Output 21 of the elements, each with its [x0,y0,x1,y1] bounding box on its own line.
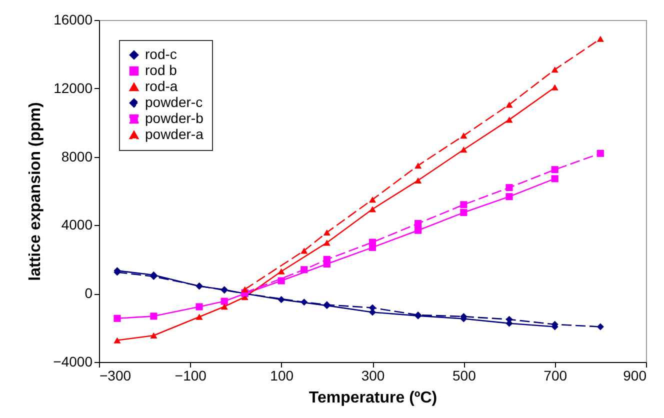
x-tick-label: 300 [361,368,385,384]
legend-label: rod-a [145,78,178,94]
y-axis-title: lattice expansion (ppm) [27,102,44,281]
x-tick-label: 700 [544,368,568,384]
x-tick-label: −300 [100,368,132,384]
x-tick-label: 900 [623,368,647,384]
x-tick-label: −100 [174,368,207,384]
y-tick-label: 16000 [54,12,93,28]
x-axis-title: Temperature (ºC) [308,390,438,406]
legend-label: powder-c [145,94,203,110]
y-tick-label: 12000 [54,80,93,96]
legend-label: rod b [145,62,178,78]
y-tick-label: 4000 [61,216,93,233]
legend-label: rod-c [145,46,177,62]
y-tick-label: 8000 [61,148,93,164]
x-tick-label: 500 [452,368,476,384]
y-tick-label: −4000 [53,354,93,370]
legend-label: powder-a [145,126,204,142]
y-tick-label: 0 [84,285,93,302]
legend-label: powder-b [145,110,204,126]
x-tick-label: 100 [270,368,294,384]
